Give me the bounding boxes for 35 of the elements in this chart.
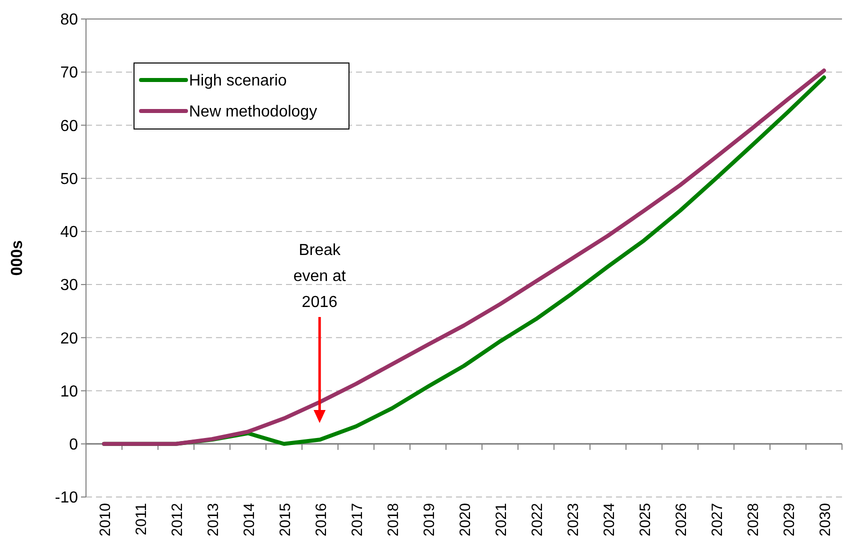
x-tick-label: 2024 [601, 503, 618, 536]
x-tick-label: 2028 [745, 503, 762, 536]
x-tick-label: 2017 [349, 503, 366, 536]
x-tick-label: 2019 [421, 503, 438, 536]
y-tick-label: 20 [60, 330, 78, 348]
x-tick-label: 2021 [493, 503, 510, 536]
annotation: Break even at 2016 [293, 242, 346, 311]
legend-label: High scenario [189, 72, 287, 90]
y-tick-label: 30 [60, 277, 78, 294]
x-tick-label: 2014 [241, 503, 258, 536]
y-tick-label: 60 [60, 118, 78, 135]
x-tick-label: 2022 [529, 503, 546, 536]
y-tick-label: 70 [60, 64, 78, 82]
x-tick-label: 2020 [457, 503, 474, 536]
y-tick-label: 10 [60, 383, 78, 400]
x-tick-label: 2029 [781, 503, 798, 536]
x-tick-label: 2018 [385, 503, 402, 536]
y-axis-title: 000s [9, 240, 26, 276]
y-tick-label: 80 [60, 12, 78, 29]
x-tick-label: 2027 [709, 503, 726, 536]
x-tick-label: 2023 [565, 503, 582, 536]
x-tick-label: 2011 [133, 503, 150, 536]
legend-label: New methodology [189, 104, 318, 121]
x-tick-label: 2010 [97, 503, 114, 536]
x-tick-label: 2015 [277, 503, 294, 536]
y-tick-label: -10 [54, 490, 78, 507]
y-tick-label: 40 [60, 224, 78, 242]
x-tick-label: 2016 [313, 503, 330, 536]
x-tick-label: 2026 [673, 503, 690, 536]
x-tick-label: 2013 [205, 503, 222, 536]
y-tick-label: 0 [69, 436, 78, 454]
x-tick-label: 2030 [817, 503, 834, 536]
x-tick-label: 2025 [637, 503, 654, 536]
y-tick-label: 50 [60, 170, 78, 188]
x-tick-label: 2012 [169, 503, 186, 536]
